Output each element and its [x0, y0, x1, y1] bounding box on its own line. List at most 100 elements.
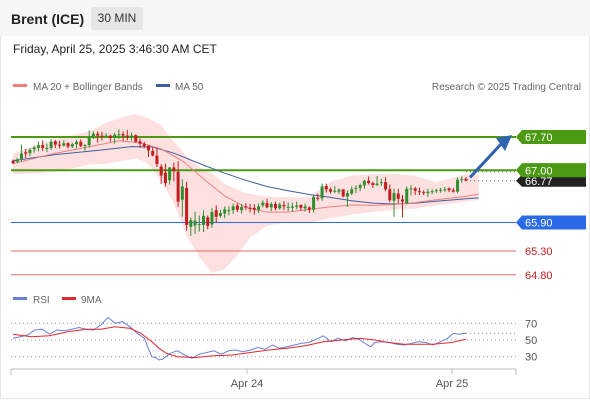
level-tag-67-00-front: [516, 163, 586, 178]
candle-body: [367, 180, 371, 184]
candle-body: [91, 133, 95, 137]
candle-body: [231, 206, 235, 211]
x-axis-label: Apr 25: [436, 378, 468, 390]
level-tag-65-90: [516, 215, 586, 230]
last-price-tag: [516, 174, 586, 187]
candle-body: [244, 206, 248, 208]
bollinger-band-area: [13, 113, 479, 273]
rsi-ma-legend-label: 9MA: [81, 295, 102, 306]
rsi-tick-30: 30: [525, 352, 537, 364]
candle-body: [218, 213, 222, 216]
level-label-64-80: 64.80: [525, 270, 553, 282]
candle-body: [113, 134, 117, 138]
candle-body: [70, 144, 74, 147]
candle-body: [125, 135, 129, 138]
candle-body: [312, 196, 316, 210]
candle-body: [202, 215, 206, 225]
candle-body: [240, 206, 244, 211]
candle-body: [337, 189, 341, 192]
candle-body: [316, 197, 320, 199]
candle-body: [227, 210, 231, 212]
forecast-arrow-shaft: [468, 142, 504, 179]
candle-body: [451, 190, 455, 192]
candle-body: [58, 144, 62, 146]
candle-body: [422, 192, 426, 194]
candle-body: [392, 193, 396, 201]
candle-body: [405, 188, 409, 204]
candle-body: [96, 133, 100, 136]
candle-body: [11, 160, 15, 164]
bollinger-band-layer: [13, 113, 479, 273]
candle-body: [384, 182, 388, 190]
ma50-legend-label: MA 50: [175, 82, 204, 93]
moving-average-layer: [12, 140, 479, 213]
candle-body: [36, 145, 40, 148]
candle-body: [329, 189, 333, 192]
candle-body: [375, 183, 379, 186]
timeframe-button[interactable]: 30 MIN: [91, 7, 143, 30]
level-tag-67-70: [516, 130, 586, 145]
ma20-swatch: [13, 84, 27, 87]
candle-body: [87, 136, 91, 146]
last-price-text: 66.77: [525, 176, 553, 188]
candle-body: [341, 189, 345, 197]
ma50-swatch: [156, 84, 170, 87]
ma20-legend-label: MA 20 + Bollinger Bands: [33, 82, 143, 93]
candle-body: [108, 135, 112, 138]
x-axis-label: Apr 24: [231, 378, 263, 390]
candle-body: [333, 190, 337, 192]
candle-body: [155, 155, 159, 165]
candle-body: [460, 178, 464, 180]
candle-body: [426, 191, 430, 194]
candle-body: [15, 159, 19, 162]
rsi-legend-label: RSI: [33, 295, 50, 306]
candle-body: [151, 150, 155, 156]
candle-body: [172, 167, 176, 172]
legend-rsi: RSI 9MA: [13, 295, 102, 306]
rsi-ma-line: [12, 326, 467, 359]
forecast-arrow-head: [496, 135, 512, 152]
candle-body: [320, 186, 324, 199]
rsi-panel: 70 50 30: [11, 316, 537, 364]
rsi-tick-50: 50: [525, 335, 537, 347]
candle-body: [66, 143, 70, 147]
candle-body: [252, 207, 256, 210]
candle-body: [138, 141, 142, 144]
rsi-tick-70: 70: [525, 318, 537, 330]
candle-body: [19, 153, 23, 159]
candle-body: [41, 145, 45, 148]
level-tag-text-65-90: 65.90: [525, 218, 553, 230]
candle-body: [409, 188, 413, 190]
candle-body: [223, 209, 227, 214]
candle-body: [32, 147, 36, 150]
candle-body: [100, 135, 104, 137]
legend-top: MA 20 + Bollinger Bands MA 50 Research ©…: [13, 82, 581, 93]
candle-body: [299, 204, 303, 208]
instrument-title: Brent (ICE): [11, 11, 85, 27]
candle-body: [396, 193, 400, 199]
candle-body: [345, 193, 349, 197]
candle-body: [434, 190, 438, 192]
candle-body: [28, 149, 32, 154]
candle-body: [447, 188, 451, 191]
credit-label: Research © 2025 Trading Central: [432, 82, 581, 93]
candle-body: [235, 205, 239, 210]
candle-body: [142, 143, 146, 147]
candle-body: [443, 189, 447, 191]
rsi-ma-swatch: [62, 297, 76, 300]
candle-body: [163, 172, 167, 184]
candle-body: [290, 206, 294, 208]
candle-body: [307, 207, 311, 210]
candle-body: [210, 212, 214, 225]
candle-body: [180, 186, 184, 200]
candle-body: [430, 191, 434, 193]
candle-body: [303, 206, 307, 209]
candle-body: [388, 189, 392, 201]
candle-body: [257, 206, 261, 211]
rsi-swatch: [13, 297, 27, 300]
candle-body: [176, 171, 180, 202]
candle-body: [261, 202, 265, 206]
candle-body: [400, 199, 404, 202]
level-lines-layer: [11, 136, 516, 276]
